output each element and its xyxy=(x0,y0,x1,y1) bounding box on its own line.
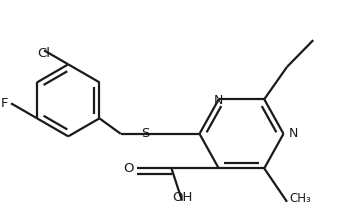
Text: CH₃: CH₃ xyxy=(289,192,311,205)
Text: OH: OH xyxy=(172,191,192,204)
Text: S: S xyxy=(142,127,150,140)
Text: O: O xyxy=(123,162,133,175)
Text: Cl: Cl xyxy=(37,47,50,60)
Text: N: N xyxy=(214,94,223,107)
Text: F: F xyxy=(1,97,8,110)
Text: N: N xyxy=(288,127,298,140)
